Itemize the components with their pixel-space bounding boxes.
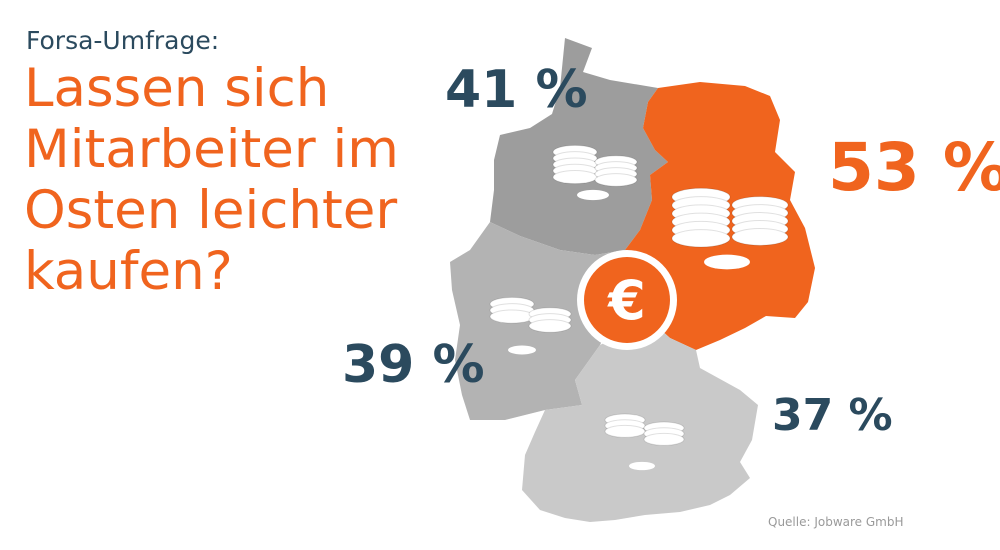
coin-stack-ost-1 — [671, 187, 731, 248]
coin-süd — [629, 461, 655, 471]
coin-stack-süd-2 — [643, 421, 685, 446]
percentage-label-süd: 37 % — [772, 390, 893, 441]
kicker: Forsa-Umfrage: — [26, 26, 220, 55]
coin-stack-nord-2 — [594, 155, 638, 187]
coin-stack-süd-1 — [604, 413, 646, 438]
percentage-label-nord: 41 % — [445, 60, 588, 120]
euro-sign-icon: € — [606, 269, 646, 332]
headline: Lassen sich Mitarbeiter im Osten leichte… — [24, 58, 399, 302]
coin-stack-west-2 — [528, 307, 572, 333]
coin-stack-nord-1 — [552, 144, 598, 185]
coin-stacks — [489, 144, 789, 471]
coin-nord — [577, 189, 609, 201]
coin-west — [508, 345, 536, 355]
percentage-labels: 41 % 53 % 39 % 37 % — [342, 60, 1000, 441]
coin-stack-west-1 — [489, 296, 535, 324]
euro-badge-fill — [584, 257, 670, 343]
coin-ost — [704, 254, 750, 270]
coin-stack-ost-2 — [731, 196, 789, 246]
percentage-label-west: 39 % — [342, 335, 485, 395]
percentage-label-ost: 53 % — [828, 129, 1000, 206]
source-note: Quelle: Jobware GmbH — [768, 515, 904, 529]
